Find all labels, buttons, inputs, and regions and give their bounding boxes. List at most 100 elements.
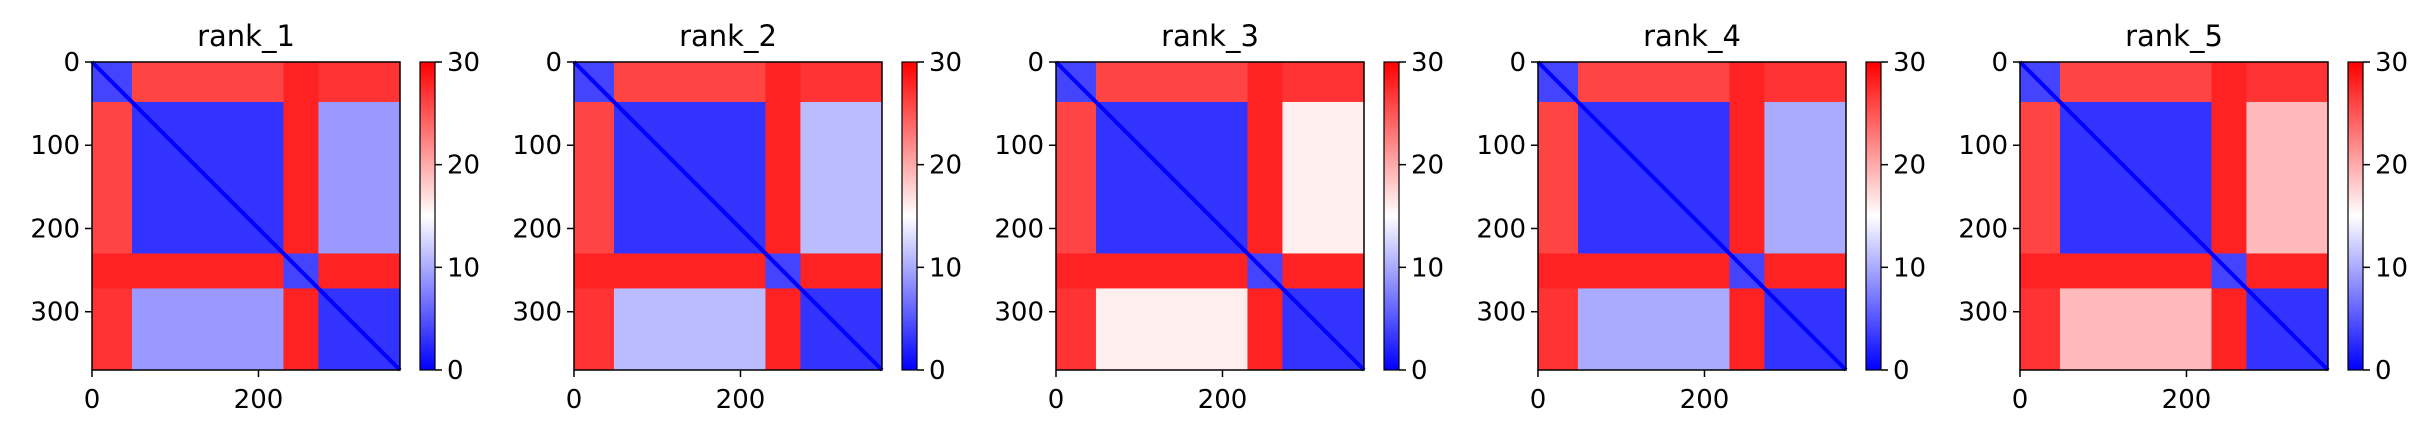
heatmap-cell: [1282, 62, 1365, 103]
heatmap-cell: [1095, 253, 1248, 289]
y-tick-label: 100: [1476, 131, 1526, 161]
heatmap-cell: [1538, 288, 1579, 371]
heatmap-panel-1: rank_1 0 100 200 300 0 200 0 10 20 30: [30, 19, 480, 415]
x-tick-label: 0: [1530, 385, 1547, 415]
heatmap-cell: [318, 101, 401, 254]
colorbar: [419, 61, 436, 371]
colorbar: [2347, 61, 2364, 371]
heatmap-cell: [2059, 288, 2212, 371]
y-tick-label: 0: [545, 48, 562, 78]
y-tick-label: 200: [1958, 214, 2008, 244]
heatmap-cell: [1729, 101, 1765, 254]
heatmap-panel-5: rank_5 0 100 200 300 0 200 0 10 20 30: [1958, 19, 2408, 415]
x-tick-label: 0: [84, 385, 101, 415]
x-tick-label: 200: [2162, 385, 2212, 415]
y-tick-label: 200: [994, 214, 1044, 244]
colorbar-tick-label: 0: [1893, 356, 1910, 386]
heatmap-cell: [283, 62, 319, 103]
x-tick-label: 200: [716, 385, 766, 415]
panel-title: rank_3: [1161, 19, 1259, 53]
y-tick-label: 200: [512, 214, 562, 244]
heatmap-cell: [92, 101, 133, 254]
heatmap-cell: [283, 288, 319, 371]
heatmap-cell: [2020, 288, 2061, 371]
y-tick-label: 100: [1958, 131, 2008, 161]
heatmap-cell: [283, 101, 319, 254]
panel-title: rank_2: [679, 19, 777, 53]
heatmap-diagonal: [572, 60, 884, 372]
heatmap-cell: [613, 288, 766, 371]
panel-title: rank_1: [197, 19, 295, 53]
heatmap-cell: [1282, 101, 1365, 254]
colorbar-tick-label: 0: [929, 356, 946, 386]
y-tick-label: 100: [30, 131, 80, 161]
panel-title: rank_4: [1643, 19, 1741, 53]
y-tick-label: 100: [512, 131, 562, 161]
heatmap-cell: [1577, 253, 1730, 289]
y-tick-label: 0: [1509, 48, 1526, 78]
heatmap-cell: [2059, 62, 2212, 103]
x-tick-label: 200: [234, 385, 284, 415]
y-tick-label: 300: [994, 298, 1044, 328]
x-tick-label: 0: [2012, 385, 2029, 415]
heatmap-cell: [92, 253, 133, 289]
heatmap-cell: [1577, 62, 1730, 103]
y-tick-label: 200: [1476, 214, 1526, 244]
y-tick-label: 300: [512, 298, 562, 328]
heatmap-cell: [1538, 101, 1579, 254]
heatmap-cell: [1247, 101, 1283, 254]
colorbar-tick-label: 20: [2375, 151, 2408, 181]
colorbar-tick-label: 30: [2375, 48, 2408, 78]
heatmap-diagonal: [2018, 60, 2330, 372]
plot-frame: [2019, 61, 2329, 371]
heatmap-cell: [574, 101, 615, 254]
heatmap-cell: [2211, 62, 2247, 103]
heatmap-cell: [2059, 253, 2212, 289]
colorbar-tick-label: 30: [1893, 48, 1926, 78]
heatmap-cell: [131, 288, 284, 371]
heatmap-cell: [800, 101, 883, 254]
heatmap-cell: [1729, 288, 1765, 371]
heatmap-cell: [1095, 288, 1248, 371]
heatmap-panel-3: rank_3 0 100 200 300 0 200 0 10 20 30: [994, 19, 1444, 415]
plot-frame: [91, 61, 401, 371]
colorbar-tick-label: 30: [1411, 48, 1444, 78]
colorbar-tick-label: 10: [929, 253, 962, 283]
heatmap-cell: [613, 62, 766, 103]
heatmap-cell: [1282, 253, 1365, 289]
heatmap-diagonal: [90, 60, 402, 372]
heatmap-diagonal: [1054, 60, 1366, 372]
heatmap-cell: [1056, 101, 1097, 254]
heatmap-cell: [1764, 101, 1847, 254]
y-tick-label: 0: [1991, 48, 2008, 78]
heatmap-cell: [1247, 288, 1283, 371]
colorbar-tick-label: 10: [1411, 253, 1444, 283]
heatmap-cell: [2246, 253, 2329, 289]
colorbar: [901, 61, 918, 371]
heatmap-cell: [1056, 253, 1097, 289]
y-tick-label: 300: [30, 298, 80, 328]
heatmap-cell: [2246, 62, 2329, 103]
y-tick-label: 0: [63, 48, 80, 78]
panel-title: rank_5: [2125, 19, 2223, 53]
heatmap-panel-2: rank_2 0 100 200 300 0 200 0 10 20 30: [512, 19, 962, 415]
y-tick-label: 100: [994, 131, 1044, 161]
plot-frame: [1537, 61, 1847, 371]
heatmap-cell: [1729, 62, 1765, 103]
heatmap-cell: [765, 101, 801, 254]
heatmap-cell: [1538, 253, 1579, 289]
x-tick-label: 0: [1048, 385, 1065, 415]
heatmap-cell: [765, 288, 801, 371]
heatmap-cell: [318, 62, 401, 103]
heatmap-cell: [131, 62, 284, 103]
x-tick-label: 0: [566, 385, 583, 415]
colorbar-tick-label: 20: [1893, 151, 1926, 181]
colorbar-tick-label: 0: [1411, 356, 1428, 386]
heatmap-cell: [2246, 101, 2329, 254]
x-tick-label: 200: [1680, 385, 1730, 415]
colorbar: [1383, 61, 1400, 371]
colorbar: [1865, 61, 1882, 371]
heatmap-cell: [318, 253, 401, 289]
heatmap-cell: [131, 253, 284, 289]
